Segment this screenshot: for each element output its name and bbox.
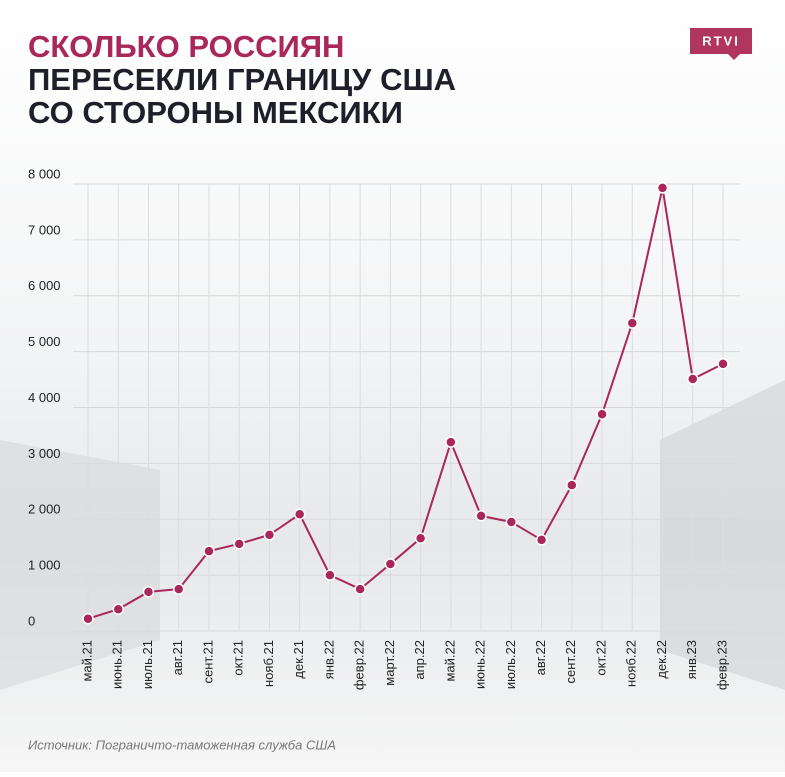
x-tick-label: сент.22 [563, 640, 578, 684]
x-tick-label: февр.23 [714, 640, 729, 690]
x-tick-label: нояб.22 [624, 640, 639, 687]
source: Источник: Пограничто-таможенная служба С… [28, 737, 336, 752]
point [384, 558, 397, 570]
point [445, 436, 457, 448]
point [687, 373, 699, 385]
point [203, 545, 215, 557]
point [354, 583, 366, 595]
y-tick-label: 1 000 [28, 558, 61, 573]
bg-fence [0, 440, 160, 690]
x-tick-label: июнь.22 [473, 640, 488, 689]
x-tick-label: нояб.21 [261, 640, 276, 687]
x-tick-label: апр.22 [412, 640, 427, 680]
point [324, 569, 336, 581]
plot: 0 1 000 2 000 3 000 4 000 5 000 6 000 7 000 8 00… [28, 166, 740, 690]
y-tick-label: 4 000 [28, 390, 61, 405]
x-tick-label: авг.21 [170, 640, 185, 675]
title: ПЕРЕСЕКЛИ ГРАНИЦУ США [28, 62, 456, 97]
title-highlight: СКОЛЬКО РОССИЯН [28, 29, 344, 64]
x-tick-label: июнь.21 [110, 640, 125, 689]
point [112, 603, 124, 615]
y-tick-label: 2 000 [28, 502, 61, 517]
x-tick-label: янв.22 [321, 640, 336, 679]
x-tick-label: февр.22 [352, 640, 367, 690]
x-tick-label: май.22 [442, 640, 457, 682]
x-tick-label: май.21 [79, 640, 94, 682]
y-tick-label: 7 000 [28, 222, 61, 237]
line [87, 187, 724, 620]
point [172, 583, 185, 595]
point [414, 532, 427, 544]
y-tick-label: 5 000 [28, 334, 61, 349]
x-tick-label: июль.21 [140, 640, 155, 689]
y-tick-label: 0 [28, 613, 35, 628]
y-tick-label: 8 000 [28, 166, 61, 181]
point [596, 408, 608, 420]
point [626, 317, 639, 329]
point [566, 479, 578, 491]
x-tick-label: авг.22 [533, 640, 548, 675]
logo: RTVI [702, 33, 740, 48]
point [535, 534, 548, 546]
point [233, 538, 245, 550]
x-tick-label: окт.21 [231, 640, 246, 676]
y-tick-label: 6 000 [28, 278, 61, 293]
point [142, 586, 155, 598]
point [505, 516, 518, 528]
x-tick-label: дек.22 [654, 640, 669, 679]
point [475, 510, 487, 522]
title: СО СТОРОНЫ МЕКСИКИ [28, 95, 403, 130]
y-tick-label: 3 000 [28, 446, 61, 461]
point [717, 358, 729, 370]
point [82, 612, 94, 625]
x-tick-label: сент.21 [200, 640, 215, 684]
x-tick-label: янв.23 [684, 640, 699, 679]
x-tick-label: июль.22 [503, 640, 518, 689]
point [656, 182, 669, 194]
point [263, 529, 276, 541]
logo-badge [690, 28, 752, 60]
x-tick-label: дек.21 [291, 640, 306, 679]
point [293, 508, 306, 520]
x-tick-label: март.22 [382, 640, 397, 686]
x-tick-label: окт.22 [593, 640, 608, 676]
